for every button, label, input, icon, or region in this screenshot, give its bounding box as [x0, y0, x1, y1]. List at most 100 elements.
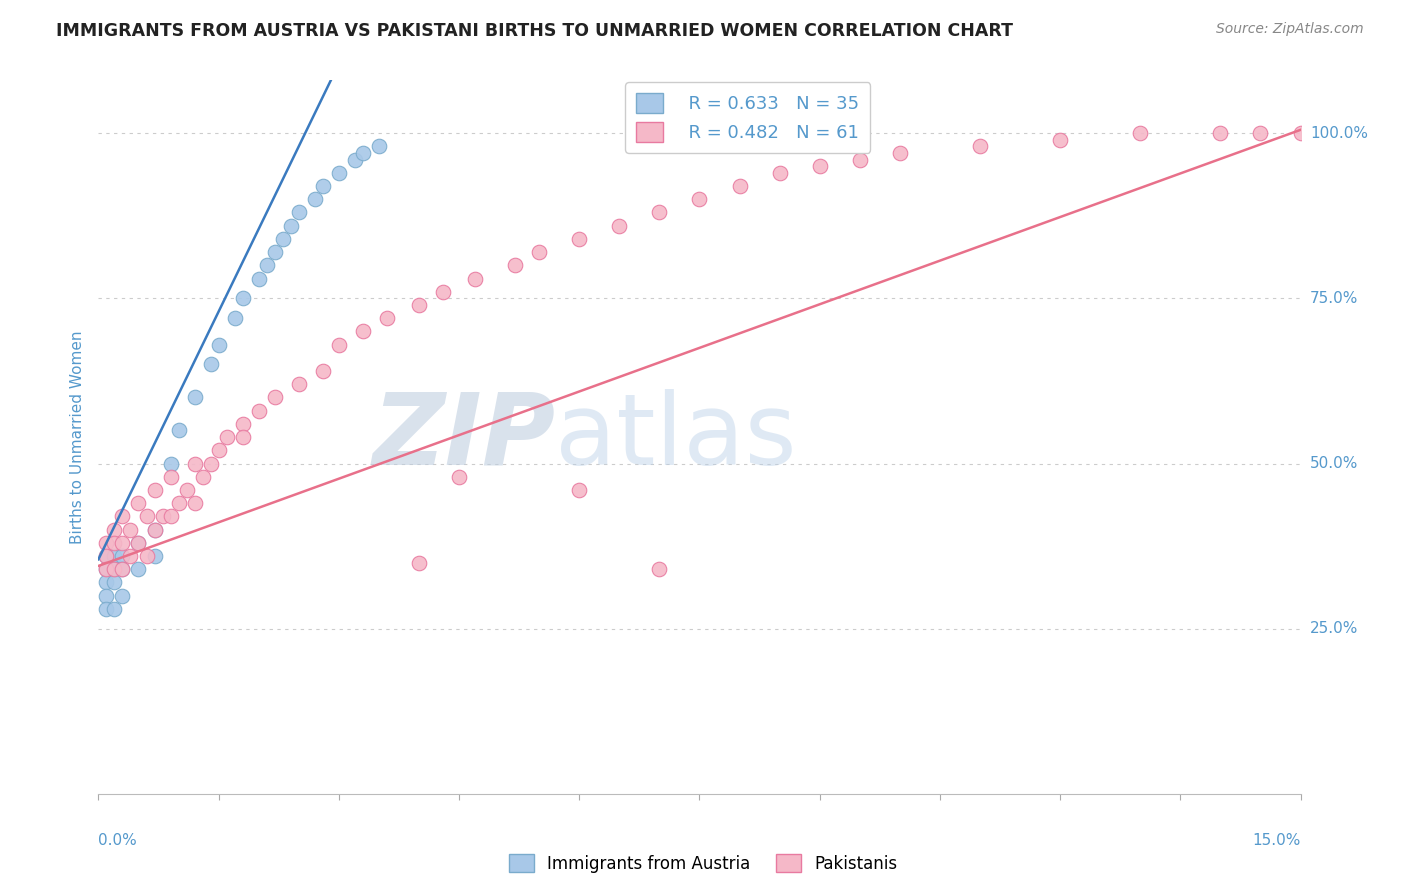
Point [111, 549, 134, 563]
Point [183, 457, 205, 471]
Point [352, 145, 374, 160]
Point [503, 258, 526, 272]
Point [224, 311, 246, 326]
Point [96, 602, 118, 616]
Point [328, 337, 350, 351]
Legend: Immigrants from Austria, Pakistanis: Immigrants from Austria, Pakistanis [502, 847, 904, 880]
Point [609, 219, 631, 233]
Point [1250, 126, 1272, 140]
Point [288, 377, 311, 392]
Point [408, 298, 430, 312]
Point [464, 271, 486, 285]
Point [167, 496, 190, 510]
Point [263, 391, 285, 405]
Point [1049, 133, 1071, 147]
Point [1129, 126, 1152, 140]
Text: 50.0%: 50.0% [1310, 456, 1358, 471]
Point [312, 179, 335, 194]
Point [103, 602, 125, 616]
Point [96, 589, 118, 603]
Point [328, 166, 350, 180]
Point [96, 562, 118, 576]
Point [1209, 126, 1232, 140]
Text: IMMIGRANTS FROM AUSTRIA VS PAKISTANI BIRTHS TO UNMARRIED WOMEN CORRELATION CHART: IMMIGRANTS FROM AUSTRIA VS PAKISTANI BIR… [56, 22, 1014, 40]
Point [103, 562, 125, 576]
Text: 0.0%: 0.0% [98, 833, 138, 848]
Point [889, 145, 911, 160]
Point [280, 219, 302, 233]
Point [728, 179, 751, 194]
Point [183, 496, 205, 510]
Point [103, 536, 125, 550]
Point [288, 205, 311, 219]
Point [103, 549, 125, 563]
Point [232, 417, 254, 431]
Point [529, 245, 551, 260]
Point [96, 549, 118, 563]
Point [568, 483, 591, 497]
Point [111, 562, 134, 576]
Point [304, 192, 326, 206]
Y-axis label: Births to Unmarried Women: Births to Unmarried Women [69, 330, 84, 544]
Point [143, 523, 166, 537]
Text: 75.0%: 75.0% [1310, 291, 1358, 306]
Point [159, 469, 181, 483]
Legend:   R = 0.633   N = 35,   R = 0.482   N = 61: R = 0.633 N = 35, R = 0.482 N = 61 [624, 82, 870, 153]
Point [143, 523, 166, 537]
Point [969, 139, 991, 153]
Text: 25.0%: 25.0% [1310, 621, 1358, 636]
Point [176, 483, 198, 497]
Point [247, 403, 270, 417]
Point [312, 364, 335, 378]
Point [128, 536, 150, 550]
Point [111, 589, 134, 603]
Point [432, 285, 454, 299]
Point [247, 271, 270, 285]
Point [375, 311, 398, 326]
Point [111, 536, 134, 550]
Point [271, 232, 294, 246]
Point [232, 291, 254, 305]
Point [103, 562, 125, 576]
Point [368, 139, 391, 153]
Point [208, 337, 231, 351]
Point [768, 166, 790, 180]
Point [232, 430, 254, 444]
Point [96, 536, 118, 550]
Text: ZIP: ZIP [373, 389, 555, 485]
Point [135, 509, 157, 524]
Point [167, 424, 190, 438]
Point [200, 457, 222, 471]
Text: 100.0%: 100.0% [1310, 126, 1368, 141]
Point [183, 391, 205, 405]
Point [263, 245, 285, 260]
Point [103, 523, 125, 537]
Point [128, 536, 150, 550]
Point [200, 358, 222, 372]
Point [648, 205, 671, 219]
Point [143, 549, 166, 563]
Point [143, 483, 166, 497]
Point [111, 562, 134, 576]
Text: atlas: atlas [555, 389, 797, 485]
Point [215, 430, 238, 444]
Point [688, 192, 710, 206]
Point [343, 153, 366, 167]
Point [1289, 126, 1312, 140]
Point [111, 509, 134, 524]
Point [648, 562, 671, 576]
Point [96, 575, 118, 590]
Point [96, 562, 118, 576]
Point [96, 549, 118, 563]
Point [191, 469, 214, 483]
Point [352, 324, 374, 338]
Point [159, 457, 181, 471]
Point [128, 496, 150, 510]
Point [103, 575, 125, 590]
Point [447, 469, 470, 483]
Point [568, 232, 591, 246]
Text: Source: ZipAtlas.com: Source: ZipAtlas.com [1216, 22, 1364, 37]
Point [152, 509, 174, 524]
Point [256, 258, 278, 272]
Point [159, 509, 181, 524]
